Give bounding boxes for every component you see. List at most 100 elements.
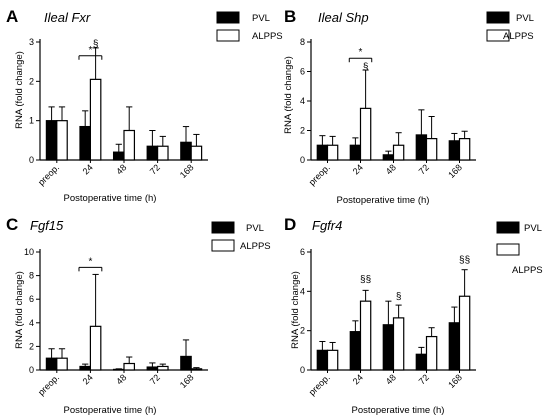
- bar: [45, 357, 58, 371]
- legend-label-pvl: PVL: [252, 13, 270, 24]
- bar: [45, 120, 58, 161]
- y-tick-label: 0: [29, 155, 34, 165]
- y-axis-title: RNA (fold change): [290, 271, 301, 349]
- y-tick-label: 2: [300, 126, 305, 136]
- y-tick-label: 0: [29, 365, 34, 375]
- x-tick-label: preop.: [307, 162, 332, 187]
- y-tick-label: 0: [300, 365, 305, 375]
- bar: [146, 366, 159, 371]
- y-axis-title: RNA (fold change): [14, 51, 25, 129]
- x-tick-label: 48: [384, 162, 398, 176]
- legend: PVL ALPPS: [216, 11, 283, 42]
- x-tick-label: preop.: [307, 372, 332, 397]
- x-tick-label: 48: [384, 372, 398, 386]
- panel-title: Fgf15: [30, 218, 64, 233]
- bar: [382, 154, 395, 161]
- legend-swatch-alpps: [216, 29, 240, 42]
- panel-letter: A: [6, 7, 18, 26]
- bar: [458, 295, 471, 371]
- legend-swatch-alpps: [211, 239, 235, 252]
- legend: PVL ALPPS: [486, 11, 534, 42]
- legend-label-pvl: PVL: [524, 223, 542, 234]
- legend-swatch-pvl: [216, 11, 240, 24]
- bar: [79, 365, 92, 371]
- x-tick-label: 168: [178, 372, 196, 390]
- y-tick-label: 4: [29, 318, 34, 328]
- bar: [180, 141, 192, 161]
- panel-title: Ileal Shp: [318, 10, 369, 25]
- panel-title: Ileal Fxr: [44, 10, 91, 25]
- x-tick-label: preop.: [36, 372, 61, 397]
- bar: [123, 362, 136, 371]
- legend-label-pvl: PVL: [246, 223, 264, 234]
- y-tick-label: 2: [300, 326, 305, 336]
- plot-area: 0 1 2 3 preop. 24 48 72 168 *§: [29, 37, 208, 187]
- y-axis-title: RNA (fold change): [283, 56, 294, 134]
- legend-swatch-alpps: [486, 29, 510, 42]
- x-tick-label: preop.: [36, 162, 61, 187]
- x-axis-title: Postoperative time (h): [64, 193, 157, 204]
- bar: [190, 368, 203, 371]
- bar: [146, 145, 159, 161]
- bar: [56, 357, 68, 371]
- y-tick-label: 6: [29, 294, 34, 304]
- bar: [349, 144, 362, 161]
- x-tick-label: 72: [148, 372, 162, 386]
- legend-swatch-pvl: [496, 221, 520, 234]
- significance-marker: §§: [459, 255, 470, 266]
- x-tick-label: 168: [446, 162, 464, 180]
- legend-label-alpps: ALPPS: [240, 241, 271, 252]
- bar: [359, 300, 372, 371]
- bar: [425, 335, 438, 371]
- bar: [56, 120, 68, 161]
- legend-swatch-pvl: [486, 11, 510, 24]
- x-tick-label: 72: [417, 372, 431, 386]
- bar: [112, 151, 125, 161]
- x-tick-label: 24: [81, 162, 95, 176]
- y-tick-label: 4: [300, 96, 305, 106]
- x-tick-label: 72: [417, 162, 431, 176]
- y-tick-label: 6: [300, 67, 305, 77]
- bar: [415, 353, 428, 371]
- x-tick-label: 24: [351, 162, 365, 176]
- y-tick-label: 1: [29, 116, 34, 126]
- bar: [89, 78, 102, 161]
- panel-title: Fgfr4: [312, 218, 342, 233]
- y-tick-label: 6: [300, 247, 305, 257]
- legend-label-alpps: ALPPS: [512, 265, 543, 276]
- x-tick-label: 48: [114, 162, 128, 176]
- bar: [157, 145, 169, 161]
- panel-letter: B: [284, 7, 296, 26]
- significance-marker: §: [93, 39, 99, 50]
- y-tick-label: 2: [29, 341, 34, 351]
- bar: [359, 107, 372, 161]
- legend-label-alpps: ALPPS: [503, 31, 534, 42]
- bar: [180, 355, 192, 371]
- legend-swatch-pvl: [211, 221, 235, 234]
- y-tick-label: 0: [300, 155, 305, 165]
- bar: [349, 331, 362, 371]
- bar: [316, 144, 329, 161]
- y-tick-label: 3: [29, 37, 34, 47]
- y-tick-label: 2: [29, 76, 34, 86]
- y-tick-label: 8: [300, 37, 305, 47]
- x-tick-label: 168: [446, 372, 464, 390]
- significance-marker: §§: [360, 275, 371, 286]
- significance-marker: *: [88, 256, 92, 267]
- bar: [415, 134, 428, 161]
- x-axis-title: Postoperative time (h): [337, 195, 430, 206]
- y-axis-title: RNA (fold change): [14, 271, 25, 349]
- panel-letter: D: [284, 215, 296, 234]
- bar: [123, 129, 136, 161]
- bar: [112, 368, 125, 371]
- panel-letter: C: [6, 215, 18, 234]
- bar: [392, 317, 405, 371]
- bar: [392, 144, 405, 161]
- y-tick-label: 10: [24, 247, 34, 257]
